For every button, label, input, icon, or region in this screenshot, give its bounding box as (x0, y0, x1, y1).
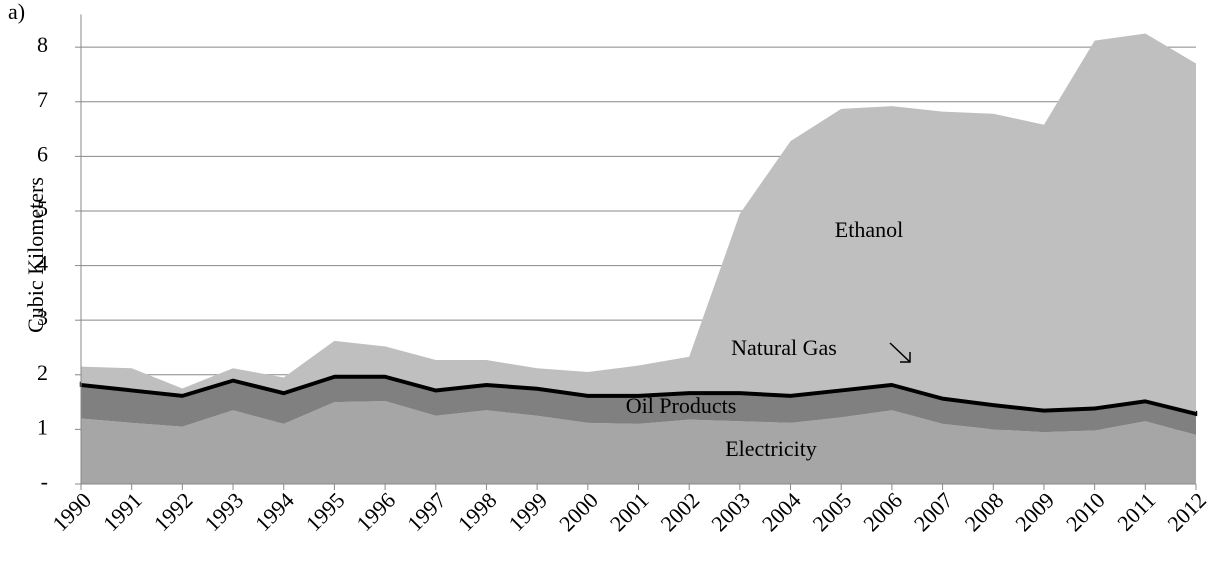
x-tick-label: 1997 (402, 487, 451, 536)
areas (79, 33, 1198, 484)
x-tick-label: 2001 (605, 487, 654, 536)
y-tick-label: 3 (37, 305, 48, 330)
series-label: Natural Gas (731, 335, 837, 360)
arrow (889, 342, 911, 363)
x-tick-label: 2003 (706, 487, 755, 536)
y-tick-label: 6 (37, 141, 48, 166)
x-tick-label: 2004 (757, 487, 806, 536)
x-tick-label: 2006 (858, 487, 907, 536)
x-tick-label: 1990 (47, 487, 96, 536)
series-label: Oil Products (626, 393, 737, 418)
y-tick-label: 7 (37, 87, 48, 112)
series-label: Electricity (725, 436, 817, 461)
x-tick-label: 2007 (909, 487, 958, 536)
y-axis-title: Cubic Kilometers (23, 177, 48, 333)
x-tick-label: 1991 (98, 487, 147, 536)
x-tick-label: 2011 (1112, 487, 1160, 535)
x-tick-label: 1998 (453, 487, 502, 536)
series-label: Ethanol (835, 217, 903, 242)
y-tick-label: 8 (37, 32, 48, 57)
x-tick-label: 2000 (554, 487, 603, 536)
x-tick-label: 2012 (1162, 487, 1211, 536)
area (81, 401, 1196, 484)
x-tick-label: 1995 (301, 487, 350, 536)
x-tick-label: 1994 (250, 487, 299, 536)
x-tick-label: 1996 (351, 487, 400, 536)
x-tick-label: 2008 (960, 487, 1009, 536)
x-tick-label: 2009 (1010, 487, 1059, 536)
y-tick-label: - (41, 469, 48, 494)
y-tick-label: 4 (37, 251, 48, 276)
x-tick-label: 2002 (655, 487, 704, 536)
panel-label: a) (8, 0, 25, 24)
x-tick-label: 1992 (149, 487, 198, 536)
y-tick-label: 1 (37, 414, 48, 439)
y-tick-label: 2 (37, 360, 48, 385)
y-tick-label: 5 (37, 196, 48, 221)
x-tick-label: 1993 (199, 487, 248, 536)
area (81, 377, 1196, 435)
area (81, 33, 1196, 412)
x-tick-label: 1999 (503, 487, 552, 536)
x-tick-label: 2010 (1061, 487, 1110, 536)
x-tick-label: 2005 (808, 487, 857, 536)
